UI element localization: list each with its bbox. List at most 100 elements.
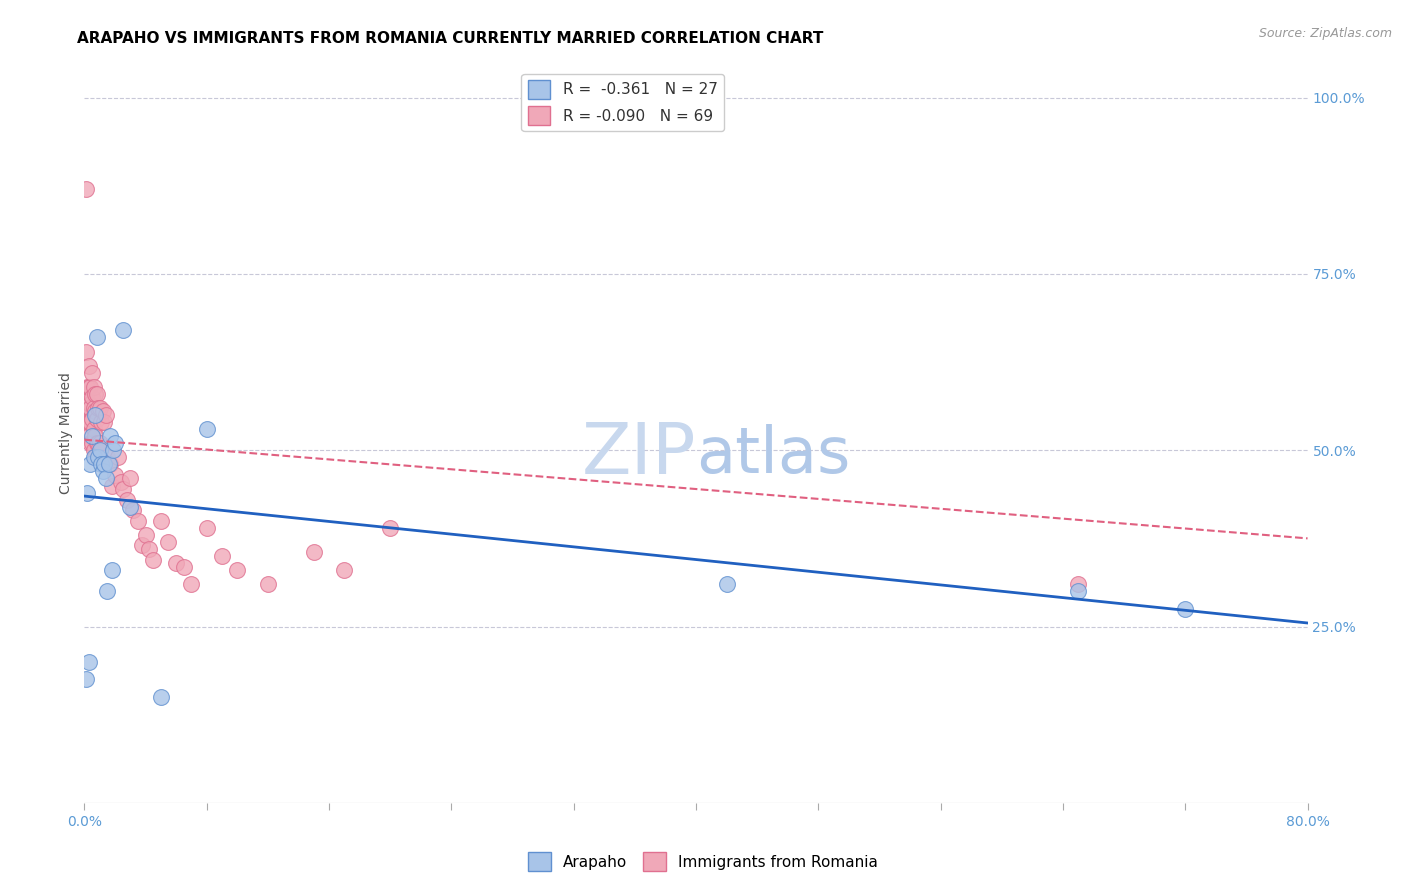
Point — [380, 521, 402, 535]
Point — [333, 563, 356, 577]
Point — [87, 401, 110, 415]
Legend: R =  -0.361   N = 27, R = -0.090   N = 69: R = -0.361 N = 27, R = -0.090 N = 69 — [522, 74, 724, 131]
Point — [79, 397, 101, 411]
Point — [226, 563, 249, 577]
Point — [77, 415, 100, 429]
Point — [101, 563, 124, 577]
Point — [149, 514, 172, 528]
Text: ARAPAHO VS IMMIGRANTS FROM ROMANIA CURRENTLY MARRIED CORRELATION CHART: ARAPAHO VS IMMIGRANTS FROM ROMANIA CURRE… — [77, 31, 824, 46]
Point — [716, 577, 738, 591]
Text: Source: ZipAtlas.com: Source: ZipAtlas.com — [1258, 27, 1392, 40]
Point — [157, 535, 180, 549]
Point — [75, 387, 97, 401]
Point — [86, 387, 108, 401]
Point — [1067, 577, 1090, 591]
Point — [83, 380, 105, 394]
Point — [90, 415, 112, 429]
Point — [84, 404, 107, 418]
Point — [257, 577, 280, 591]
Point — [86, 411, 108, 425]
Point — [79, 415, 101, 429]
Point — [77, 401, 100, 415]
Point — [83, 401, 105, 415]
Text: atlas: atlas — [696, 424, 851, 486]
Point — [75, 344, 97, 359]
Point — [104, 436, 127, 450]
Point — [107, 450, 129, 465]
Point — [80, 411, 103, 425]
Point — [87, 436, 110, 450]
Point — [76, 393, 98, 408]
Point — [91, 404, 114, 418]
Point — [83, 450, 105, 465]
Point — [135, 528, 157, 542]
Point — [1174, 602, 1197, 616]
Point — [111, 323, 134, 337]
Point — [180, 577, 202, 591]
Point — [77, 380, 100, 394]
Point — [110, 475, 132, 489]
Point — [76, 380, 98, 394]
Point — [173, 559, 195, 574]
Point — [98, 429, 121, 443]
Point — [165, 556, 187, 570]
Point — [87, 450, 110, 465]
Point — [86, 436, 108, 450]
Point — [79, 436, 101, 450]
Point — [89, 436, 111, 450]
Point — [76, 485, 98, 500]
Point — [97, 458, 120, 472]
Point — [98, 458, 121, 472]
Point — [84, 408, 107, 422]
Point — [195, 521, 218, 535]
Point — [79, 458, 101, 472]
Point — [75, 673, 97, 687]
Point — [77, 655, 100, 669]
Point — [80, 366, 103, 380]
Point — [104, 467, 127, 482]
Y-axis label: Currently Married: Currently Married — [59, 372, 73, 493]
Point — [79, 401, 101, 415]
Point — [302, 545, 325, 559]
Point — [80, 390, 103, 404]
Point — [75, 404, 97, 418]
Point — [111, 482, 134, 496]
Point — [84, 429, 107, 443]
Point — [97, 458, 120, 472]
Point — [142, 552, 165, 566]
Point — [93, 415, 115, 429]
Point — [90, 458, 112, 472]
Point — [76, 415, 98, 429]
Point — [86, 330, 108, 344]
Point — [120, 500, 142, 514]
Text: ZIP: ZIP — [582, 420, 696, 490]
Point — [94, 471, 117, 485]
Point — [138, 541, 160, 556]
Point — [195, 422, 218, 436]
Point — [101, 478, 124, 492]
Point — [77, 429, 100, 443]
Point — [79, 380, 101, 394]
Point — [1067, 584, 1090, 599]
Point — [80, 429, 103, 443]
Point — [84, 387, 107, 401]
Point — [77, 359, 100, 373]
Point — [149, 690, 172, 704]
Legend: Arapaho, Immigrants from Romania: Arapaho, Immigrants from Romania — [522, 847, 884, 877]
Point — [83, 443, 105, 458]
Point — [89, 401, 111, 415]
Point — [89, 443, 111, 458]
Point — [75, 182, 97, 196]
Point — [96, 584, 118, 599]
Point — [127, 514, 149, 528]
Point — [84, 450, 107, 465]
Point — [96, 450, 118, 465]
Point — [122, 503, 145, 517]
Point — [80, 436, 103, 450]
Point — [131, 538, 153, 552]
Point — [94, 408, 117, 422]
Point — [83, 422, 105, 436]
Point — [103, 443, 125, 458]
Point — [93, 458, 115, 472]
Point — [211, 549, 233, 563]
